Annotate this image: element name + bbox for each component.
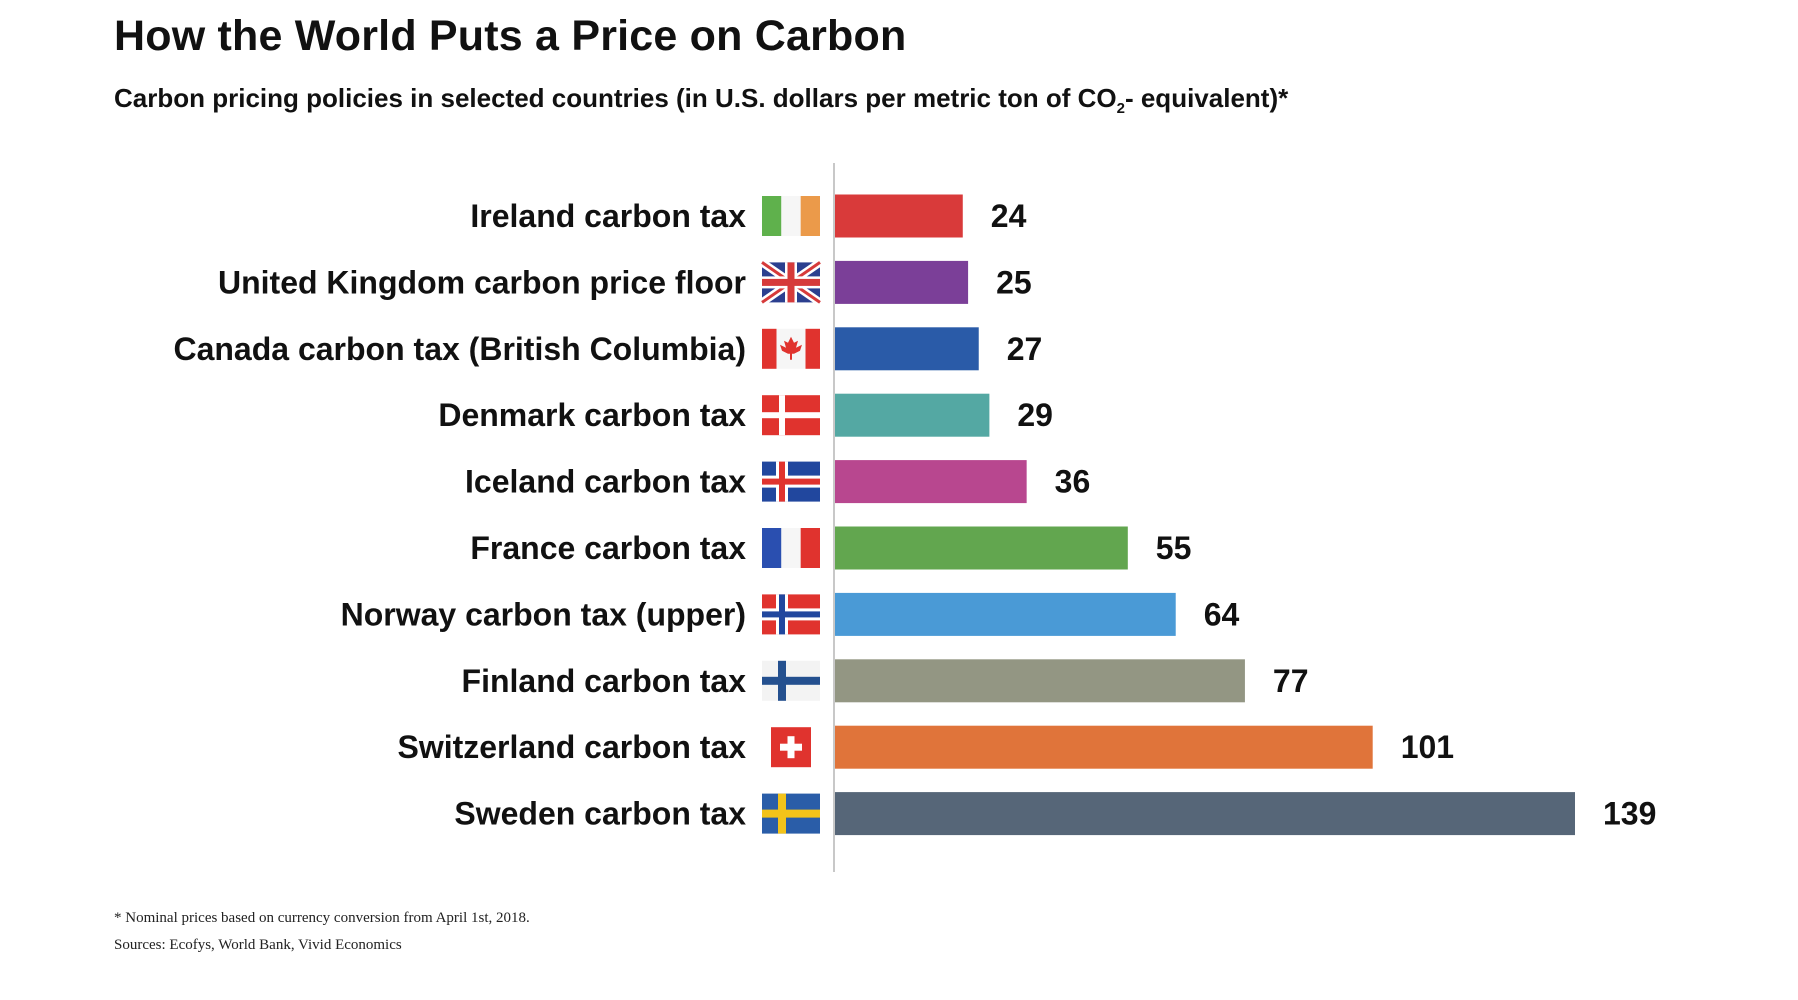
value-label: 29 [1017, 397, 1053, 433]
value-label: 139 [1603, 796, 1656, 832]
value-label: 77 [1273, 663, 1309, 699]
value-label: 101 [1401, 729, 1454, 765]
canada-flag [762, 328, 820, 369]
bar [835, 260, 969, 304]
ireland-flag [762, 196, 820, 236]
norway-flag [762, 594, 820, 635]
united-kingdom-flag [759, 259, 823, 306]
category-label: Iceland carbon tax [465, 464, 746, 500]
value-label: 64 [1204, 596, 1240, 632]
bar [835, 659, 1245, 703]
denmark-flag [762, 395, 820, 436]
bar [835, 393, 990, 437]
bar [835, 592, 1176, 636]
value-label: 24 [991, 198, 1027, 234]
value-label: 36 [1055, 464, 1091, 500]
switzerland-flag [771, 727, 811, 768]
chart-subtitle: Carbon pricing policies in selected coun… [114, 83, 1288, 117]
category-label: Switzerland carbon tax [397, 729, 746, 765]
sweden-flag [762, 793, 820, 834]
bar [835, 792, 1575, 836]
category-label: Norway carbon tax (upper) [341, 596, 746, 632]
bar [835, 327, 979, 371]
footnote: * Nominal prices based on currency conve… [114, 910, 530, 926]
category-label: France carbon tax [470, 530, 746, 566]
category-label: Ireland carbon tax [470, 198, 746, 234]
category-label: Sweden carbon tax [454, 796, 746, 832]
value-label: 55 [1156, 530, 1192, 566]
iceland-flag [762, 461, 820, 502]
bar [835, 194, 963, 238]
category-label: United Kingdom carbon price floor [218, 264, 746, 300]
subtitle-text: Carbon pricing policies in selected coun… [114, 83, 1117, 113]
bar [835, 526, 1128, 570]
category-label: Finland carbon tax [462, 663, 747, 699]
sources-note: Sources: Ecofys, World Bank, Vivid Econo… [114, 937, 402, 953]
chart-title: How the World Puts a Price on Carbon [114, 12, 907, 60]
finland-flag [762, 660, 820, 701]
france-flag [762, 528, 820, 568]
subtitle-subscript: 2 [1116, 100, 1125, 117]
bar [835, 725, 1373, 769]
value-label: 27 [1007, 331, 1043, 367]
category-label: Canada carbon tax (British Columbia) [173, 331, 746, 367]
subtitle-text-end: - equivalent)* [1124, 83, 1289, 113]
value-label: 25 [996, 264, 1032, 300]
category-label: Denmark carbon tax [438, 397, 746, 433]
bar [835, 460, 1027, 504]
